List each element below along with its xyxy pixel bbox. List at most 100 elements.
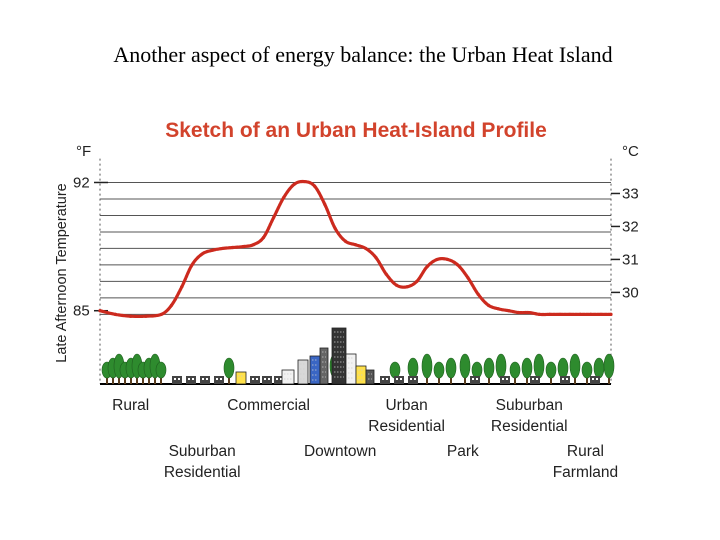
building-5 — [331, 327, 347, 385]
gridlines — [99, 158, 612, 385]
left-tick-label-85: 85 — [73, 303, 90, 320]
tree-29 — [603, 353, 615, 379]
tree-15 — [433, 361, 445, 379]
tree-trunk-7 — [148, 378, 150, 384]
house-5 — [262, 376, 272, 384]
temperature-line — [98, 179, 613, 319]
data-point-42 — [548, 312, 552, 316]
tree-27 — [581, 361, 593, 379]
house-window2-1 — [192, 378, 194, 380]
tree-trunk-4 — [130, 378, 132, 384]
tree-28 — [593, 357, 605, 379]
data-point-39 — [517, 310, 521, 315]
zone-label-bottom-0-word-0: Suburban — [169, 443, 236, 460]
tree-trunk-5 — [136, 378, 138, 384]
data-point-30 — [425, 265, 429, 269]
data-point-0 — [98, 309, 102, 313]
data-point-1 — [113, 312, 117, 316]
tree-trunk-6 — [142, 378, 144, 384]
house-window-3 — [216, 378, 218, 380]
house-window2-7 — [386, 378, 388, 380]
house-window-9 — [410, 378, 412, 380]
data-point-20 — [323, 202, 327, 207]
house-window2-0 — [178, 378, 180, 380]
tree-14 — [421, 353, 433, 379]
tree-trunk-3 — [124, 378, 126, 384]
building-4 — [319, 347, 329, 385]
slide-title: Another aspect of energy balance: the Ur… — [113, 42, 613, 67]
house-window2-12 — [536, 378, 538, 380]
tree-trunk-22 — [526, 378, 528, 384]
right-tick-label-32: 32 — [622, 218, 639, 235]
tree-17 — [459, 353, 471, 379]
data-point-13 — [251, 243, 255, 247]
house-window-6 — [276, 378, 278, 380]
data-point-7 — [190, 263, 194, 267]
house-10 — [470, 376, 480, 384]
house-window-1 — [188, 378, 190, 380]
zone-label-bottom-3-word-1: Farmland — [553, 464, 618, 481]
zone-label-bottom-0: Suburban Residential — [164, 443, 241, 481]
right-tick-label-30: 30 — [622, 284, 639, 301]
tree-23 — [533, 353, 545, 379]
right-tick-label-31: 31 — [622, 251, 639, 268]
zone-label-bottom-3: Rural Farmland — [553, 443, 618, 481]
house-13 — [560, 376, 570, 384]
data-point-47 — [599, 312, 603, 316]
tree-18 — [471, 361, 483, 379]
house-6 — [274, 376, 284, 384]
data-point-18 — [302, 179, 306, 184]
house-7 — [380, 376, 390, 384]
house-window-14 — [592, 378, 594, 380]
data-point-35 — [476, 292, 480, 296]
tree-trunk-9 — [160, 378, 162, 384]
tree-22 — [521, 357, 533, 379]
zone-label-top-3-word-1: Residential — [491, 418, 568, 435]
tree-25 — [557, 357, 569, 379]
data-point-17 — [292, 182, 296, 186]
tree-20 — [495, 353, 507, 379]
house-window2-9 — [414, 378, 416, 380]
tree-trunk-19 — [488, 378, 490, 384]
house-window-11 — [502, 378, 504, 380]
house-11 — [500, 376, 510, 384]
house-14 — [590, 376, 600, 384]
data-point-37 — [496, 307, 501, 311]
tree-12 — [389, 361, 401, 379]
data-point-11 — [231, 245, 235, 250]
house-2 — [200, 376, 210, 384]
house-window2-4 — [256, 378, 258, 380]
tree-trunk-16 — [450, 378, 452, 384]
chart-title: Sketch of an Urban Heat-Island Profile — [165, 119, 547, 142]
zone-label-bottom-3-word-0: Rural — [567, 443, 604, 460]
data-point-28 — [405, 285, 409, 289]
data-point-41 — [537, 312, 542, 316]
zone-label-bottom-1: Downtown — [304, 443, 376, 460]
data-point-43 — [558, 312, 562, 316]
data-point-45 — [578, 312, 582, 316]
tree-trunk-0 — [106, 378, 108, 384]
zone-label-top-0-word-0: Rural — [112, 397, 149, 414]
house-window-7 — [382, 378, 384, 380]
data-point-22 — [343, 239, 347, 243]
data-point-16 — [282, 195, 286, 199]
house-4 — [250, 376, 260, 384]
tree-trunk-2 — [118, 378, 120, 384]
zone-label-top-3: Suburban Residential — [491, 397, 568, 435]
house-8 — [394, 376, 404, 384]
tree-10 — [223, 357, 235, 379]
house-1 — [186, 376, 196, 384]
data-point-36 — [486, 303, 490, 307]
zone-label-top-3-word-0: Suburban — [496, 397, 563, 414]
zone-label-top-2-word-0: Urban — [385, 397, 427, 414]
right-tick-label-33: 33 — [622, 185, 639, 202]
house-window2-5 — [268, 378, 270, 380]
right-unit-label: °C — [622, 143, 639, 160]
data-point-44 — [568, 312, 572, 316]
house-window-12 — [532, 378, 534, 380]
building-0 — [235, 371, 247, 385]
left-unit-label: °F — [76, 143, 91, 160]
data-point-15 — [272, 215, 276, 219]
house-window2-10 — [476, 378, 478, 380]
data-point-25 — [374, 255, 378, 260]
